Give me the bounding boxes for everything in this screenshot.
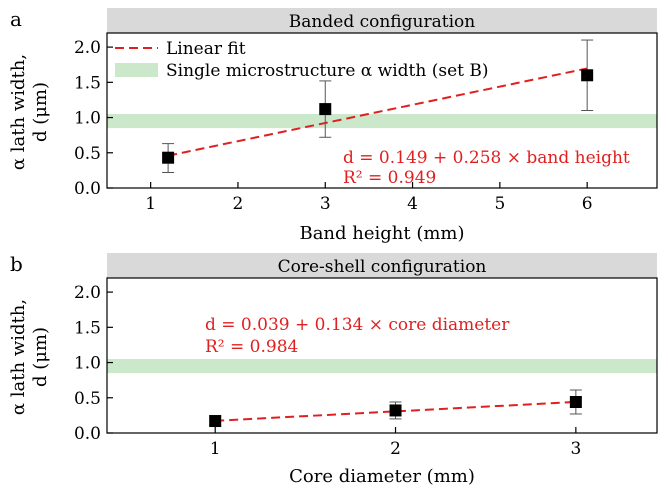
y-axis-title-b-line2: d (μm) xyxy=(30,327,51,387)
plot-frame-b xyxy=(106,277,658,434)
y-tick-label-a: 2.0 xyxy=(74,38,101,58)
data-point-a xyxy=(581,69,594,82)
y-tick-label-a: 1.0 xyxy=(74,109,101,129)
strip-title-a: Banded configuration xyxy=(289,12,475,32)
data-point-a xyxy=(162,151,175,164)
points-b xyxy=(209,389,582,428)
panel-b-letter: b xyxy=(10,252,23,276)
x-tick-label-a: 4 xyxy=(407,194,418,214)
equation-b-line1: d = 0.039 + 0.134 × core diameter xyxy=(205,315,510,335)
ticks-b: 1 2 3 0.0 0.5 1.0 1.5 2.0 xyxy=(74,283,581,459)
data-point-b xyxy=(209,415,222,428)
data-point-b xyxy=(389,404,402,417)
y-tick-label-a: 0.5 xyxy=(74,144,101,164)
fit-line-b xyxy=(215,400,576,422)
fit-b xyxy=(215,400,576,422)
panel-b: Core-shell configuration 1 2 3 0.0 0.5 1.0 1.5… xyxy=(8,253,658,487)
y-axis-title-a-line1: α lath width, xyxy=(8,54,29,170)
y-tick-label-b: 0.5 xyxy=(74,389,101,409)
x-tick-label-a: 5 xyxy=(494,194,505,214)
fit-line-a xyxy=(167,67,588,157)
y-tick-label-b: 1.5 xyxy=(74,318,101,338)
strip-title-b: Core-shell configuration xyxy=(278,257,487,277)
equation-a-line1: d = 0.149 + 0.258 × band height xyxy=(343,148,630,168)
legend-band-label: Single microstructure α width (set B) xyxy=(166,61,489,81)
x-tick-label-b: 1 xyxy=(210,439,221,459)
x-axis-title-b: Core diameter (mm) xyxy=(289,466,475,487)
points-a xyxy=(162,39,594,173)
panel-a: Banded configuration 1 2 3 4 5 6 0.0 0.5 1.0 1.5 2… xyxy=(8,8,658,244)
band-b xyxy=(107,359,657,374)
x-tick-label-a: 6 xyxy=(582,194,593,214)
legend-a: Linear fit Single microstructure α width… xyxy=(115,39,489,81)
band-a xyxy=(107,114,657,129)
y-axis-title-b-line1: α lath width, xyxy=(8,299,29,415)
x-axis-title-a: Band height (mm) xyxy=(299,223,464,244)
y-axis-title-a-line2: d (μm) xyxy=(30,82,51,142)
plot-frame-a xyxy=(106,32,658,189)
strip-a xyxy=(107,8,657,33)
legend-fit-label: Linear fit xyxy=(166,39,246,59)
x-tick-label-a: 3 xyxy=(320,194,331,214)
y-tick-label-a: 1.5 xyxy=(74,73,101,93)
x-tick-label-b: 2 xyxy=(390,439,401,459)
x-tick-label-a: 2 xyxy=(233,194,244,214)
y-tick-label-b: 0.0 xyxy=(74,424,101,444)
data-point-b xyxy=(569,396,582,408)
x-tick-label-a: 1 xyxy=(145,194,156,214)
panel-a-letter: a xyxy=(10,7,22,31)
equation-b-line2: R² = 0.984 xyxy=(205,337,298,357)
strip-b xyxy=(107,253,657,278)
legend-band-swatch xyxy=(115,63,158,77)
fit-a xyxy=(167,67,588,157)
equation-a-line2: R² = 0.949 xyxy=(343,168,436,188)
y-tick-label-b: 1.0 xyxy=(74,354,101,374)
x-tick-label-b: 3 xyxy=(570,439,581,459)
ticks-a: 1 2 3 4 5 6 0.0 0.5 1.0 1.5 2.0 xyxy=(74,38,593,214)
y-tick-label-a: 0.0 xyxy=(74,179,101,199)
data-point-a xyxy=(319,103,332,116)
y-tick-label-b: 2.0 xyxy=(74,283,101,303)
